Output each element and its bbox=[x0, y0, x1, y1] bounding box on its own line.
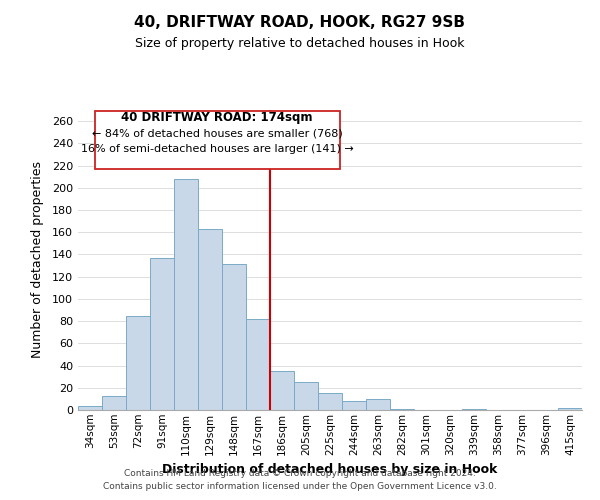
Bar bbox=[558, 408, 582, 410]
Text: 40, DRIFTWAY ROAD, HOOK, RG27 9SB: 40, DRIFTWAY ROAD, HOOK, RG27 9SB bbox=[134, 15, 466, 30]
Y-axis label: Number of detached properties: Number of detached properties bbox=[31, 162, 44, 358]
Bar bbox=[342, 401, 366, 410]
Text: Contains HM Land Registry data © Crown copyright and database right 2024.: Contains HM Land Registry data © Crown c… bbox=[124, 468, 476, 477]
Bar bbox=[102, 396, 126, 410]
Text: Size of property relative to detached houses in Hook: Size of property relative to detached ho… bbox=[135, 38, 465, 51]
Bar bbox=[222, 264, 246, 410]
X-axis label: Distribution of detached houses by size in Hook: Distribution of detached houses by size … bbox=[163, 463, 497, 476]
Bar bbox=[294, 382, 318, 410]
Bar bbox=[126, 316, 150, 410]
Bar bbox=[198, 229, 222, 410]
Text: 16% of semi-detached houses are larger (141) →: 16% of semi-detached houses are larger (… bbox=[81, 144, 353, 154]
Text: ← 84% of detached houses are smaller (768): ← 84% of detached houses are smaller (76… bbox=[92, 128, 343, 138]
Bar bbox=[366, 399, 390, 410]
Text: Contains public sector information licensed under the Open Government Licence v3: Contains public sector information licen… bbox=[103, 482, 497, 491]
Bar bbox=[462, 409, 486, 410]
Bar bbox=[390, 409, 414, 410]
Bar bbox=[150, 258, 174, 410]
Text: 40 DRIFTWAY ROAD: 174sqm: 40 DRIFTWAY ROAD: 174sqm bbox=[121, 112, 313, 124]
FancyBboxPatch shape bbox=[95, 110, 340, 170]
Bar bbox=[246, 319, 270, 410]
Bar bbox=[270, 371, 294, 410]
Bar bbox=[78, 406, 102, 410]
Bar bbox=[318, 394, 342, 410]
Bar bbox=[174, 179, 198, 410]
